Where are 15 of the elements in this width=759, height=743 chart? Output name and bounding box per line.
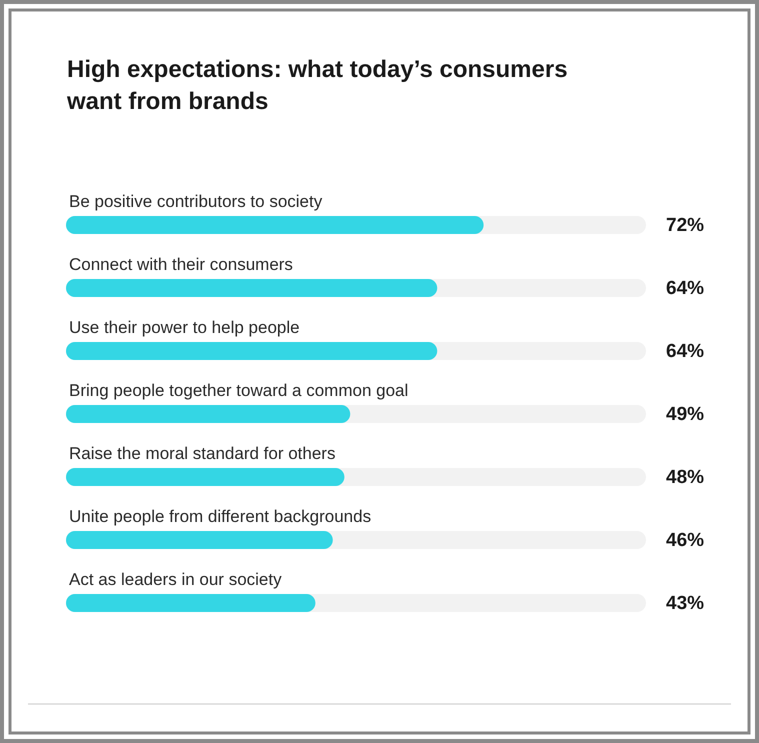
y-tick-label: Raise the moral standard for others	[69, 444, 336, 463]
data-label: 64%	[666, 278, 704, 299]
data-label: 49%	[666, 404, 704, 425]
y-tick-label: Use their power to help people	[69, 318, 300, 337]
data-label: 43%	[666, 593, 704, 614]
data-label: 64%	[666, 341, 704, 362]
y-tick-label: Unite people from different backgrounds	[69, 507, 372, 526]
y-tick-label: Be positive contributors to society	[69, 192, 323, 211]
y-tick-label: Bring people together toward a common goal	[69, 381, 408, 400]
y-tick-label: Connect with their consumers	[69, 255, 293, 274]
data-label: 72%	[666, 215, 704, 236]
data-label: 46%	[666, 530, 704, 551]
chart-title: High expectations: what today’s consumers want from brands	[66, 56, 568, 115]
data-label: 48%	[666, 467, 704, 488]
y-tick-label: Act as leaders in our society	[69, 570, 282, 589]
